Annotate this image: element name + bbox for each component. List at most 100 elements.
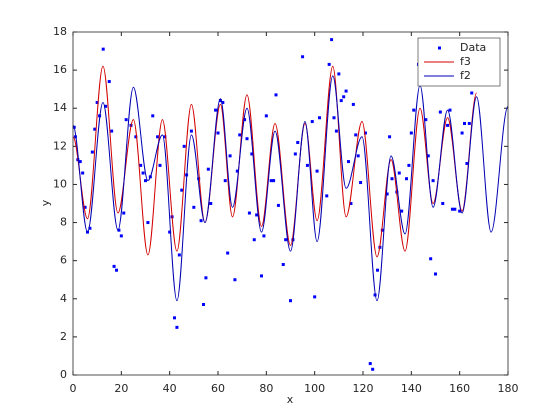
data-point: [289, 299, 292, 303]
data-point: [446, 123, 450, 127]
data-point: [83, 205, 87, 209]
data-point: [339, 99, 343, 103]
x-tick-label: 140: [401, 382, 422, 395]
data-point: [296, 141, 300, 145]
data-point: [371, 367, 375, 371]
data-point: [342, 95, 346, 99]
data-point: [192, 205, 196, 209]
data-point: [347, 160, 350, 164]
x-tick-label: 80: [259, 382, 273, 395]
data-point: [81, 171, 85, 175]
data-point: [359, 181, 363, 185]
data-point: [119, 234, 123, 238]
y-tick-label: 4: [60, 292, 67, 305]
data-point: [334, 129, 338, 133]
data-point: [233, 278, 237, 282]
data-point: [310, 120, 314, 124]
data-point: [458, 209, 462, 213]
data-point: [117, 228, 121, 232]
y-tick-label: 6: [60, 254, 67, 267]
data-point: [199, 219, 203, 223]
data-point: [95, 101, 99, 105]
data-point: [238, 133, 242, 137]
data-point: [182, 144, 186, 148]
data-point: [269, 179, 273, 183]
x-axis-label: x: [287, 393, 294, 406]
data-point: [434, 272, 437, 276]
data-point: [438, 110, 442, 114]
data-point: [151, 114, 155, 118]
data-point: [228, 154, 232, 158]
data-point: [376, 268, 379, 272]
data-point: [250, 152, 254, 156]
x-tick-label: 40: [163, 382, 177, 395]
data-point: [315, 169, 319, 173]
data-point: [284, 238, 288, 242]
data-point: [226, 251, 230, 255]
data-point: [305, 163, 309, 167]
data-point: [431, 179, 435, 183]
data-point: [293, 152, 297, 156]
data-point: [115, 268, 118, 272]
x-tick-label: 60: [211, 382, 225, 395]
data-point: [141, 171, 145, 175]
data-point: [388, 135, 392, 139]
data-point: [318, 116, 321, 120]
data-point: [281, 262, 285, 266]
data-point: [252, 238, 256, 242]
data-point: [243, 118, 247, 122]
data-point: [429, 257, 433, 261]
y-tick-label: 10: [53, 177, 67, 190]
data-point: [107, 80, 111, 84]
y-tick-label: 16: [53, 63, 67, 76]
data-point: [214, 108, 218, 112]
data-point: [245, 137, 249, 141]
data-point: [363, 131, 367, 135]
data-point: [262, 234, 266, 238]
data-point: [274, 93, 278, 97]
data-point: [216, 131, 220, 135]
data-point: [405, 177, 408, 181]
y-tick-label: 14: [53, 101, 67, 114]
data-point: [301, 55, 305, 59]
data-point: [206, 167, 210, 171]
data-point: [349, 202, 353, 205]
x-tick-label: 0: [70, 382, 77, 395]
data-point: [204, 276, 208, 280]
data-point: [463, 121, 466, 125]
data-point: [168, 230, 172, 234]
x-tick-label: 100: [304, 382, 325, 395]
axes-box: [72, 31, 509, 376]
data-point: [354, 133, 358, 137]
data-point: [400, 209, 404, 213]
plot-area: [73, 32, 508, 375]
data-point: [104, 104, 108, 108]
data-point: [255, 213, 259, 217]
data-point: [467, 121, 471, 125]
data-point: [189, 129, 193, 133]
data-point: [368, 362, 372, 366]
data-point: [177, 253, 181, 257]
data-point: [163, 135, 167, 139]
data-point: [390, 177, 394, 181]
legend-label: f2: [460, 69, 471, 82]
data-point: [112, 264, 116, 268]
legend-label: f3: [460, 55, 471, 68]
x-tick-label: 180: [498, 382, 519, 395]
data-point: [180, 188, 184, 192]
data-point: [122, 211, 126, 215]
data-point: [424, 118, 428, 122]
x-tick-label: 20: [114, 382, 128, 395]
data-point: [146, 221, 150, 225]
data-point: [356, 154, 360, 158]
data-point: [264, 114, 268, 118]
data-point: [90, 150, 94, 154]
data-point: [156, 135, 160, 139]
x-tick-label: 160: [449, 382, 470, 395]
data-point: [260, 274, 263, 278]
data-point: [470, 91, 474, 95]
data-point: [412, 108, 416, 112]
line: [72, 75, 509, 302]
y-tick-label: 2: [60, 330, 67, 343]
